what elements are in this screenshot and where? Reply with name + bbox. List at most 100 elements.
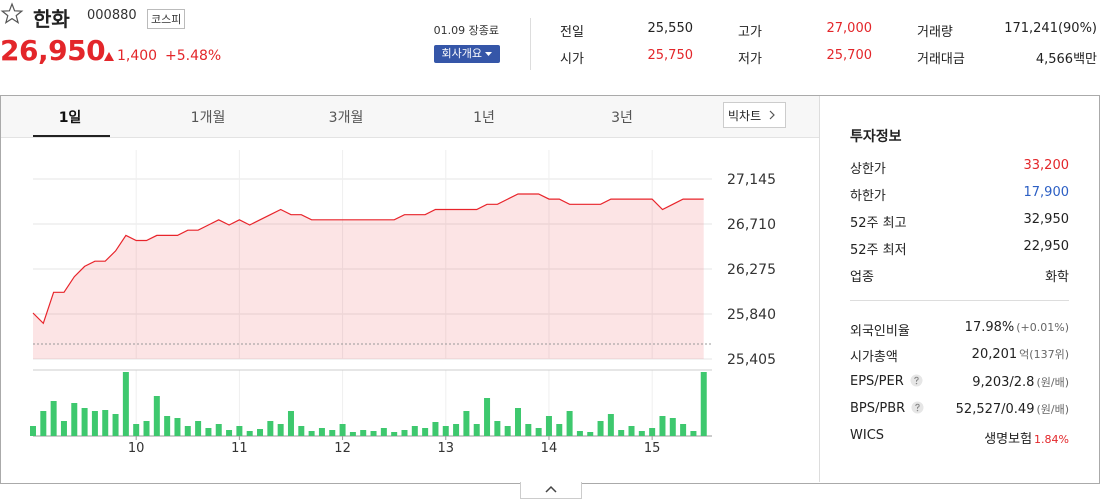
- stat-value: 25,550: [647, 21, 694, 36]
- volume-bar: [164, 416, 171, 436]
- up-arrow: [104, 52, 114, 61]
- volume-bar: [318, 428, 325, 436]
- tab-bar: [1, 96, 819, 138]
- info-value: 33,200: [1024, 158, 1070, 173]
- x-tick-label: 15: [644, 441, 661, 456]
- volume-bar: [102, 410, 109, 436]
- big-chart-button[interactable]: 빅차트: [723, 102, 786, 128]
- volume-bar: [91, 411, 98, 436]
- volume-bar: [700, 372, 707, 436]
- stock-name: 한화: [33, 7, 70, 31]
- big-chart-label: 빅차트: [728, 109, 762, 123]
- info-panel: [819, 96, 1099, 482]
- market-badge: 코스피: [147, 9, 186, 29]
- info-value: 22,950: [1024, 239, 1070, 254]
- volume-bar: [659, 416, 666, 436]
- info-label: 외국인비율: [850, 324, 910, 339]
- info-value-text: 17.98%: [964, 320, 1015, 335]
- volume-bar: [597, 421, 604, 436]
- volume-bar: [122, 372, 129, 436]
- volume-bar: [370, 431, 377, 436]
- volume-bar: [463, 411, 470, 436]
- info-label: 업종: [850, 270, 874, 285]
- stat-value: 27,000: [826, 21, 873, 36]
- help-icon[interactable]: [911, 401, 924, 414]
- info-value: 9,203/2.8 (원/배): [972, 374, 1069, 390]
- volume-bar: [494, 421, 501, 436]
- volume-bar: [607, 414, 614, 436]
- volume-bar: [618, 430, 625, 436]
- price-change: 1,400: [117, 48, 158, 64]
- volume-bar: [432, 422, 439, 436]
- info-value-text: 생명보험: [984, 432, 1033, 447]
- info-note: (+0.01%): [1016, 321, 1069, 334]
- volume-bar: [545, 416, 552, 436]
- stat-label: 전일: [560, 25, 584, 40]
- volume-bar: [442, 426, 449, 436]
- volume-bar: [277, 424, 284, 436]
- divider: [530, 18, 531, 70]
- volume-bar: [236, 426, 243, 436]
- volume-bar: [226, 430, 233, 436]
- volume-bar: [515, 408, 521, 436]
- help-icon[interactable]: [910, 374, 923, 387]
- market-status: 01.09 장종료: [433, 24, 499, 37]
- volume-bar: [576, 431, 583, 436]
- volume-bar: [669, 418, 676, 436]
- volume-bar: [329, 430, 336, 436]
- stat-label: 거래량: [917, 25, 953, 40]
- volume-bar: [215, 424, 222, 436]
- tab[interactable]: 3년: [611, 110, 633, 126]
- info-note: (원/배): [1036, 403, 1069, 416]
- x-tick-label: 14: [541, 441, 558, 456]
- volume-bar: [339, 424, 346, 436]
- info-value-text: 33,200: [1023, 158, 1070, 173]
- info-title: 투자정보: [850, 129, 902, 145]
- volume-bar: [153, 396, 160, 436]
- collapse-toggle[interactable]: [520, 482, 582, 499]
- x-tick-label: 11: [231, 441, 248, 456]
- stat-value: 25,700: [826, 48, 873, 63]
- y-tick-label: 27,145: [727, 172, 776, 188]
- info-label: EPS/PER: [850, 374, 923, 389]
- info-note: 1.84%: [1034, 433, 1069, 446]
- y-tick-label: 25,405: [727, 352, 776, 368]
- chevron: [769, 110, 775, 120]
- info-value: 17,900: [1024, 185, 1070, 200]
- stat-label: 저가: [738, 52, 762, 67]
- chevron-up: [545, 485, 557, 493]
- volume-bar: [566, 411, 573, 436]
- tab[interactable]: 1개월: [190, 110, 226, 126]
- info-label: BPS/PBR: [850, 401, 924, 416]
- info-note: 억(137위): [1019, 348, 1069, 361]
- info-value-text: 32,950: [1023, 212, 1070, 227]
- company-button[interactable]: 회사개요: [434, 45, 500, 63]
- volume-bar: [143, 421, 150, 436]
- volume-bar: [535, 428, 542, 436]
- volume-bar: [556, 424, 563, 436]
- x-tick-label: 12: [334, 441, 351, 456]
- info-value: 32,950: [1024, 212, 1070, 227]
- volume-bar: [174, 418, 181, 436]
- active-tab-underline: [33, 135, 110, 137]
- volume-bar: [380, 428, 387, 436]
- volume-bar: [50, 401, 57, 436]
- tab[interactable]: 1일: [58, 110, 82, 126]
- info-label: 52주 최저: [850, 243, 907, 258]
- volume-bar: [287, 411, 294, 436]
- volume-bar: [587, 432, 594, 436]
- info-value: 화학: [1045, 266, 1069, 285]
- volume-bar: [484, 398, 491, 436]
- favorite-star[interactable]: [0, 2, 24, 26]
- info-value-text: 화학: [1045, 270, 1069, 285]
- tab[interactable]: 1년: [473, 110, 495, 126]
- info-label: 시가총액: [850, 350, 898, 365]
- stat-value: 4,566백만: [1035, 52, 1097, 67]
- stock-code: 000880: [87, 8, 137, 23]
- tab[interactable]: 3개월: [328, 110, 364, 126]
- price-chart: 25,405 25,840 26,275 26,710 27,145 10 11 12 13 14…: [30, 150, 776, 456]
- volume-bar: [184, 426, 191, 436]
- volume-bar: [195, 421, 202, 436]
- volume-bar: [360, 430, 367, 436]
